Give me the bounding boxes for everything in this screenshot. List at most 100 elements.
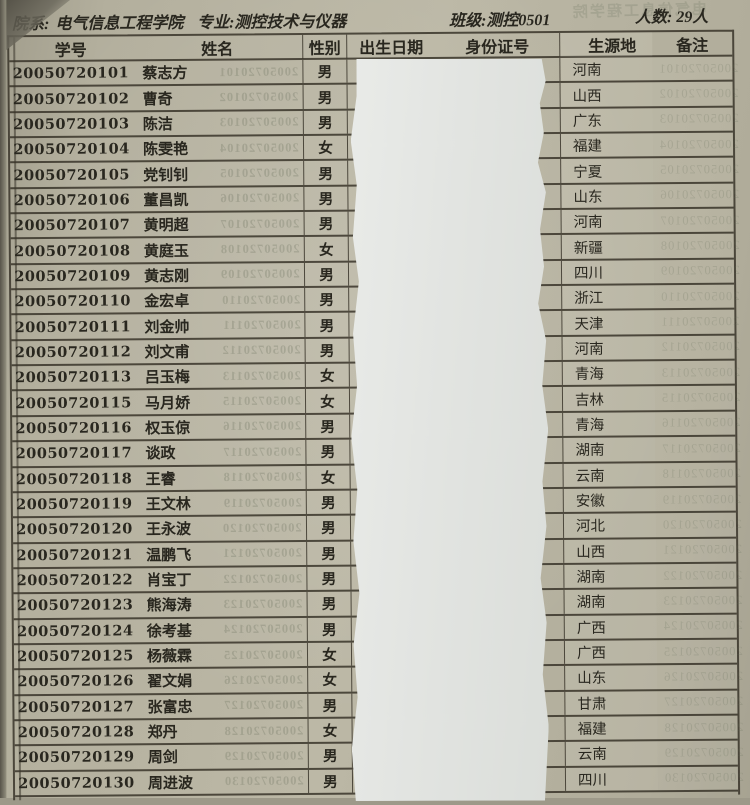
student-remarks-cell: 20050720105 [653, 157, 739, 182]
student-name-cell: 熊海涛 20050720123 [137, 592, 307, 617]
student-remarks-cell: 20050720108 [653, 233, 740, 258]
student-id: 20050720126 [17, 672, 135, 691]
student-id: 20050720125 [17, 647, 134, 666]
student-gender: 男 [320, 419, 336, 436]
student-gender: 男 [321, 571, 337, 588]
student-remarks-cell: 20050720109 [653, 259, 740, 284]
student-name-cell: 陈洁 20050720103 [133, 111, 303, 136]
student-gender: 男 [318, 166, 334, 183]
ghost-id-remark: 20050720130 [663, 770, 744, 785]
student-id: 20050720129 [17, 748, 135, 767]
student-gender-cell: 女 [306, 642, 353, 667]
student-origin: 新疆 [573, 240, 603, 257]
student-origin-cell: 河南 [561, 335, 655, 361]
student-id: 20050720106 [13, 191, 131, 210]
department-value: 电气信息工程学院 [55, 14, 184, 33]
ghost-id: 20050720103 [219, 114, 299, 130]
student-origin: 山东 [577, 671, 607, 688]
student-gender: 男 [321, 546, 337, 563]
student-id: 20050720109 [14, 267, 131, 286]
ghost-id-remark: 20050720119 [661, 491, 742, 507]
student-origin-cell: 湖南 [563, 564, 657, 589]
student-gender-cell: 男 [302, 59, 348, 84]
student-origin: 山西 [576, 544, 606, 561]
student-name: 金宏卓 [144, 294, 190, 311]
student-name-cell: 肖宝丁 20050720122 [136, 567, 306, 592]
ghost-id-remark: 20050720125 [662, 643, 743, 659]
ghost-id: 20050720113 [221, 368, 301, 383]
column-header-birthdate: 出生日期 [359, 40, 424, 58]
student-gender: 男 [319, 267, 334, 284]
student-remarks-cell: 20050720106 [653, 183, 739, 208]
ghost-id-remark: 20050720104 [658, 136, 739, 152]
ghost-id: 20050720119 [222, 495, 302, 510]
student-name: 王睿 [145, 471, 176, 488]
student-gender: 男 [319, 292, 335, 310]
student-origin: 四川 [573, 265, 604, 282]
ghost-id: 20050720108 [220, 241, 300, 257]
ghost-id: 20050720109 [220, 266, 301, 282]
student-id: 20050720121 [16, 546, 134, 564]
ghost-id-remark: 20050720117 [661, 440, 741, 456]
column-header-remarks: 备注 [676, 37, 709, 56]
student-gender-cell: 女 [303, 237, 349, 261]
major-field: 专业:测控技术与仪器 [196, 13, 347, 32]
student-name-cell: 蔡志方 20050720101 [132, 60, 302, 85]
student-origin-cell: 福建 [559, 133, 654, 158]
column-header-origin: 生源地 [559, 32, 653, 57]
ghost-id: 20050720126 [223, 672, 304, 688]
student-gender-cell: 女 [307, 667, 353, 692]
ghost-id: 20050720129 [223, 748, 304, 764]
student-name: 董昌凯 [143, 192, 189, 210]
student-gender: 男 [317, 64, 333, 82]
ghost-id-remark: 20050720102 [658, 86, 739, 101]
student-name-cell: 刘金帅 20050720111 [134, 313, 304, 338]
student-name: 杨薇霖 [146, 648, 193, 666]
class-field: 班级:测控0501 [448, 12, 551, 30]
student-gender: 男 [320, 445, 336, 462]
student-name: 陈洁 [142, 116, 173, 134]
student-origin-cell: 青海 [562, 412, 656, 437]
student-origin: 安徽 [575, 493, 605, 510]
student-gender-cell: 男 [303, 160, 349, 185]
student-origin-cell: 湖南 [563, 589, 657, 614]
column-header-name: 姓名 [201, 41, 234, 59]
ghost-id-remark: 20050720103 [658, 111, 739, 127]
student-remarks-cell: 20050720119 [655, 487, 741, 512]
student-name: 周进波 [147, 775, 194, 793]
student-origin-cell: 安徽 [562, 488, 656, 513]
student-origin: 福建 [577, 721, 607, 738]
ghost-id-remark: 20050720107 [659, 212, 740, 228]
student-id: 20050720108 [14, 241, 131, 260]
student-origin-cell: 山东 [564, 665, 658, 690]
student-gender-cell: 男 [306, 617, 352, 641]
student-gender: 女 [320, 369, 335, 386]
ghost-id-remark: 20050720123 [662, 592, 743, 608]
student-gender: 女 [318, 140, 333, 158]
ghost-id-remark: 20050720120 [661, 516, 742, 532]
student-origin: 福建 [572, 138, 603, 156]
student-name: 王文林 [145, 496, 191, 514]
student-origin: 天津 [574, 316, 604, 333]
student-remarks-cell: 20050720118 [655, 462, 741, 487]
student-origin: 湖南 [575, 442, 605, 460]
ghost-id: 20050720102 [218, 89, 299, 105]
student-origin-cell: 天津 [561, 310, 655, 335]
student-name: 陈雯艳 [142, 142, 189, 159]
student-gender-cell: 男 [306, 541, 352, 565]
student-origin: 河北 [575, 518, 606, 536]
student-gender-cell: 女 [302, 135, 349, 160]
ghost-id: 20050720116 [222, 418, 302, 434]
student-remarks-cell: 20050720127 [657, 690, 743, 715]
student-gender: 男 [323, 749, 338, 766]
student-name: 刘文甫 [144, 344, 190, 362]
student-name-cell: 金宏卓 20050720110 [134, 288, 304, 313]
ghost-id-remark: 20050720110 [660, 288, 740, 304]
student-name: 徐考基 [146, 623, 192, 640]
student-origin: 山东 [573, 189, 603, 206]
ghost-id-remark: 20050720118 [661, 466, 741, 481]
student-name: 翟文娟 [147, 674, 193, 691]
student-name-cell: 王永波 20050720120 [136, 516, 306, 541]
student-name-cell: 周进波 20050720130 [138, 770, 308, 795]
